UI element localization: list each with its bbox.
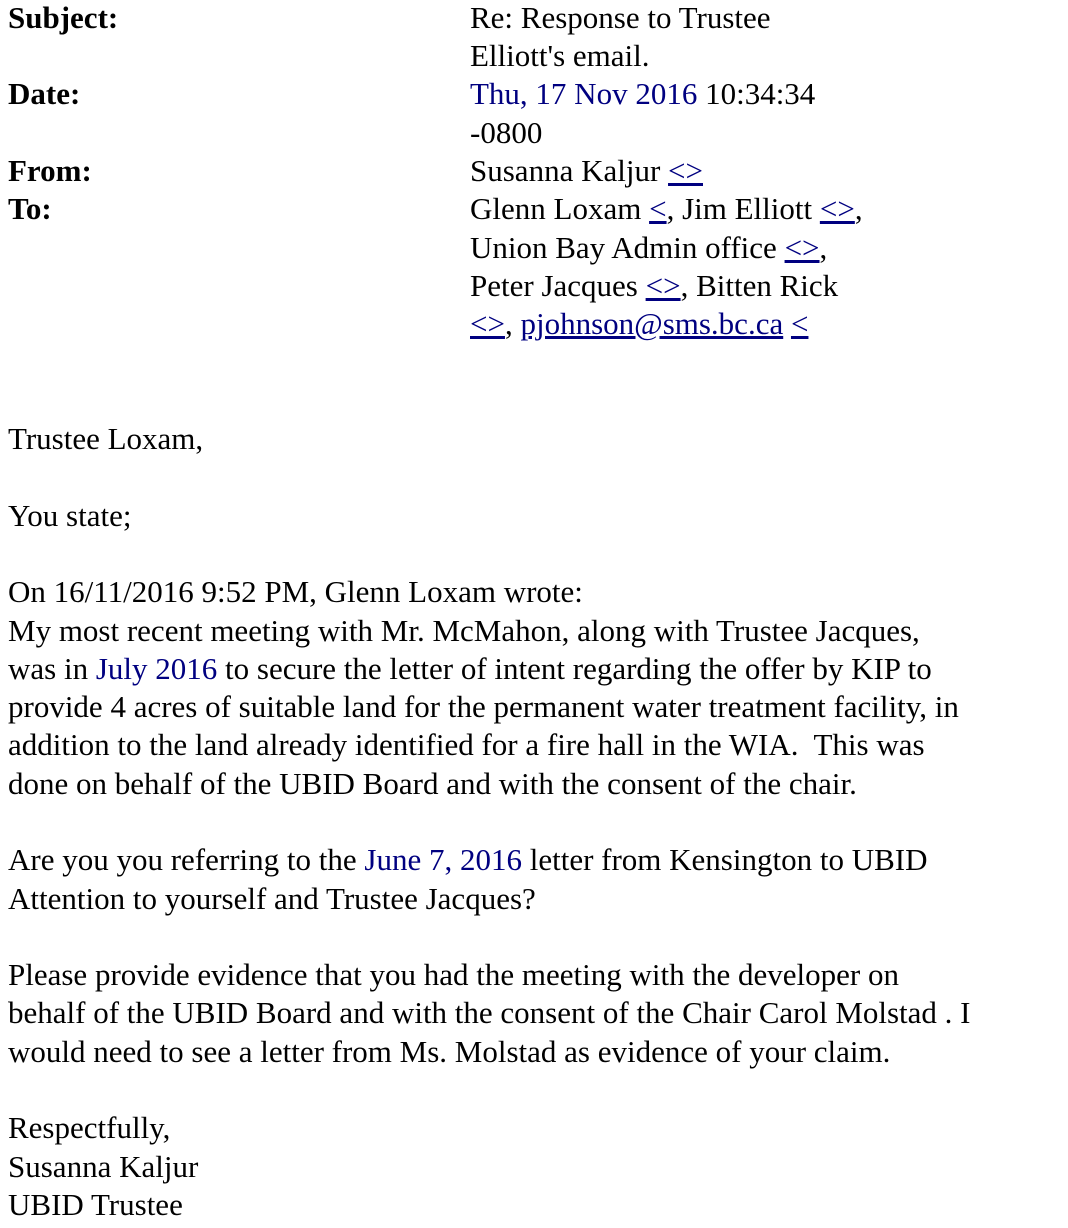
paragraph-line: would need to see a letter from Ms. Mols… <box>8 1034 891 1069</box>
separator: , <box>504 306 521 341</box>
date-value: Thu, 17 Nov 2016 10:34:34 <box>470 75 815 113</box>
recipient-email-link[interactable]: <> <box>784 230 820 265</box>
recipient-email-link[interactable]: <> <box>645 268 681 303</box>
date-label: Date: <box>8 76 81 111</box>
from-value: Susanna Kaljur <> <box>470 152 703 190</box>
recipient-name: , Bitten Rick <box>680 268 839 303</box>
date-highlight: June 7, 2016 <box>364 842 522 877</box>
quote-line: done on behalf of the UBID Board and wit… <box>8 766 857 801</box>
to-line-1: Glenn Loxam <, Jim Elliott <>, <box>470 190 863 228</box>
date-timezone: -0800 <box>470 115 543 150</box>
greeting: Trustee Loxam, <box>8 421 204 456</box>
from-email-link[interactable]: <> <box>668 153 703 188</box>
subject-value: Re: Response to Trustee <box>470 0 771 35</box>
date-highlight: Thu, 17 Nov 2016 <box>470 76 698 111</box>
separator: , <box>819 230 828 265</box>
paragraph-line: Attention to yourself and Trustee Jacque… <box>8 881 536 916</box>
to-line-3: Peter Jacques <>, Bitten Rick <box>470 267 838 305</box>
recipient-email-link[interactable]: < <box>649 191 667 226</box>
text: to secure the letter of intent regarding… <box>217 651 932 686</box>
recipient-email-link[interactable]: < <box>790 306 809 341</box>
subject-label: Subject: <box>8 0 119 35</box>
recipient-name: Peter Jacques <box>470 268 646 303</box>
paragraph-line: Please provide evidence that you had the… <box>8 957 899 992</box>
recipient-name: , Jim Elliott <box>666 191 820 226</box>
quote-intro: On 16/11/2016 9:52 PM, Glenn Loxam wrote… <box>8 574 583 609</box>
date-highlight: July 2016 <box>95 651 218 686</box>
date-time: 10:34:34 <box>697 76 816 111</box>
paragraph-line: behalf of the UBID Board and with the co… <box>8 995 971 1030</box>
quote-line: provide 4 acres of suitable land for the… <box>8 689 959 724</box>
to-line-2: Union Bay Admin office <>, <box>470 229 827 267</box>
text: letter from Kensington to UBID <box>521 842 928 877</box>
signature-name: Susanna Kaljur <box>8 1149 199 1184</box>
quote-line: My most recent meeting with Mr. McMahon,… <box>8 613 920 648</box>
separator <box>783 306 791 341</box>
text: Are you you referring to the <box>8 842 365 877</box>
to-label: To: <box>8 191 52 226</box>
recipient-name: Glenn Loxam <box>470 191 650 226</box>
quote-line: was in July 2016 to secure the letter of… <box>8 650 932 688</box>
paragraph-line: Are you you referring to the June 7, 201… <box>8 841 927 879</box>
pjohnson-email-link[interactable]: pjohnson@sms.bc.ca <box>520 306 784 341</box>
subject-value-cont: Elliott's email. <box>470 38 650 73</box>
recipient-email-link[interactable]: <> <box>470 306 505 341</box>
separator: , <box>854 191 863 226</box>
recipient-email-link[interactable]: <> <box>819 191 855 226</box>
to-line-4: <>, pjohnson@sms.bc.ca < <box>470 305 808 343</box>
closing: Respectfully, <box>8 1110 171 1145</box>
from-name: Susanna Kaljur <box>470 153 669 188</box>
you-state: You state; <box>8 498 132 533</box>
quote-line: addition to the land already identified … <box>8 727 925 762</box>
signature-title: UBID Trustee <box>8 1187 183 1222</box>
from-label: From: <box>8 153 92 188</box>
text: was in <box>8 651 96 686</box>
recipient-name: Union Bay Admin office <box>470 230 785 265</box>
